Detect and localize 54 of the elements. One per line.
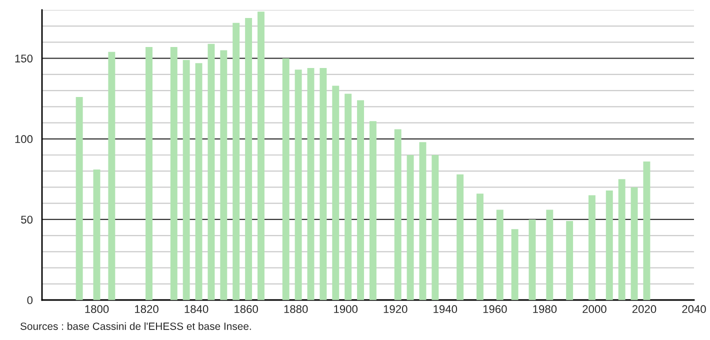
bar [170, 47, 178, 300]
x-tick-label: 1900 [334, 305, 358, 314]
x-tick-label: 2040 [682, 305, 706, 314]
bar [76, 97, 83, 300]
bar [332, 86, 340, 300]
bar [496, 210, 504, 300]
bar [406, 155, 414, 300]
bar [294, 70, 302, 300]
bar [258, 12, 264, 300]
bar [357, 100, 364, 300]
x-tick-label: 1980 [533, 305, 557, 314]
x-tick-label: 2000 [582, 305, 606, 314]
bar [643, 161, 650, 300]
y-tick-label: 0 [27, 296, 33, 304]
bar [511, 229, 518, 300]
bar [232, 22, 240, 300]
x-tick-label: 1800 [85, 305, 109, 314]
bar [320, 68, 327, 300]
source-note: Sources : base Cassini de l'EHESS et base Insee. [20, 322, 251, 330]
x-tick-label: 1960 [483, 305, 507, 314]
bar [456, 174, 464, 300]
bar [93, 170, 100, 300]
x-tick-label: 1940 [434, 305, 458, 314]
bar [394, 129, 402, 300]
bar [245, 18, 252, 300]
y-tick-label: 100 [15, 135, 33, 144]
bar [606, 190, 613, 300]
bar [630, 187, 638, 300]
x-tick-label: 1920 [384, 305, 408, 314]
bar [432, 155, 439, 300]
y-tick-label: 150 [15, 54, 33, 62]
bar [282, 58, 290, 300]
bar [419, 142, 426, 300]
bar [566, 221, 574, 300]
bar [108, 52, 116, 300]
bar [344, 94, 352, 300]
bar [146, 47, 152, 300]
x-tick-label: 2020 [632, 305, 656, 314]
bar [208, 44, 215, 300]
bar [220, 50, 228, 300]
bar [195, 63, 202, 300]
x-tick-label: 1820 [135, 305, 158, 314]
bar [546, 210, 554, 300]
y-tick-label: 50 [21, 216, 33, 224]
bar [369, 121, 376, 300]
bar [476, 194, 484, 300]
x-tick-label: 1840 [184, 305, 208, 314]
bar [588, 195, 596, 300]
bar [307, 68, 314, 300]
x-tick-label: 1880 [284, 305, 308, 314]
bar [528, 219, 536, 300]
bar [182, 60, 190, 300]
bar [618, 179, 626, 300]
x-tick-label: 1860 [234, 305, 258, 314]
